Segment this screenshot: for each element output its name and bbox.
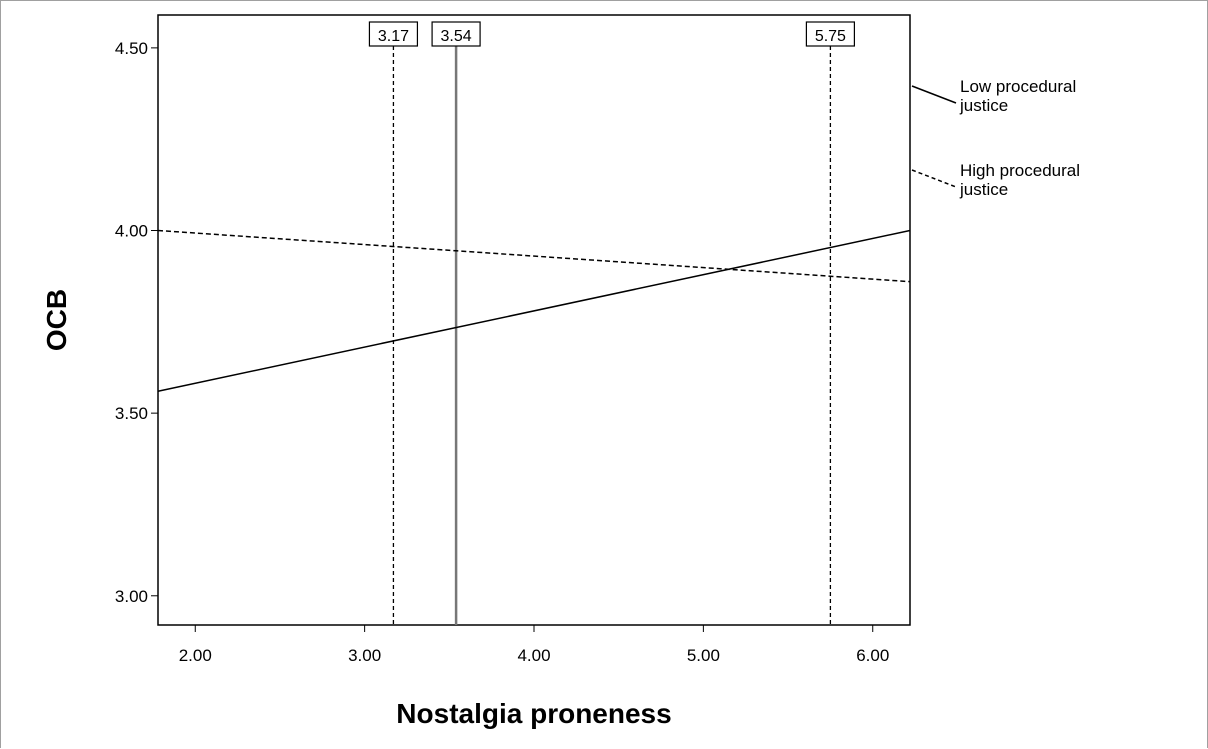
x-tick-label: 3.00 <box>348 646 381 665</box>
legend-label: Low procedural justice <box>959 77 1076 115</box>
y-tick-label: 3.00 <box>115 587 148 606</box>
reference-label-box <box>805 21 855 47</box>
x-tick-label: 5.00 <box>687 646 720 665</box>
reference-label: 3.17 <box>378 28 409 45</box>
legend-swatch <box>911 85 957 104</box>
plot-layer: 3.00 3.50 4.00 4.50 2.00 3.00 4.00 5.00 6.00 3.17… <box>41 14 1080 729</box>
series-line-low-procedural-justice <box>157 229 911 392</box>
series-line-high-procedural-justice <box>157 229 911 283</box>
y-tick-label: 4.00 <box>115 222 148 241</box>
legend-label: High procedural justice <box>959 161 1080 199</box>
legend-swatch <box>911 169 957 188</box>
x-tick-label: 6.00 <box>856 646 889 665</box>
reference-label: 5.75 <box>815 28 846 45</box>
plot-area-border <box>157 14 911 626</box>
x-tick-label: 2.00 <box>179 646 212 665</box>
reference-label: 3.54 <box>441 28 472 45</box>
y-tick-label: 4.50 <box>115 39 148 58</box>
reference-label-box <box>368 21 419 47</box>
x-tick-label: 4.00 <box>517 646 550 665</box>
x-axis-title: Nostalgia proneness <box>396 698 671 729</box>
reference-label-box <box>431 21 481 47</box>
y-axis-title: OCB <box>41 289 72 351</box>
y-tick-label: 3.50 <box>115 404 148 423</box>
